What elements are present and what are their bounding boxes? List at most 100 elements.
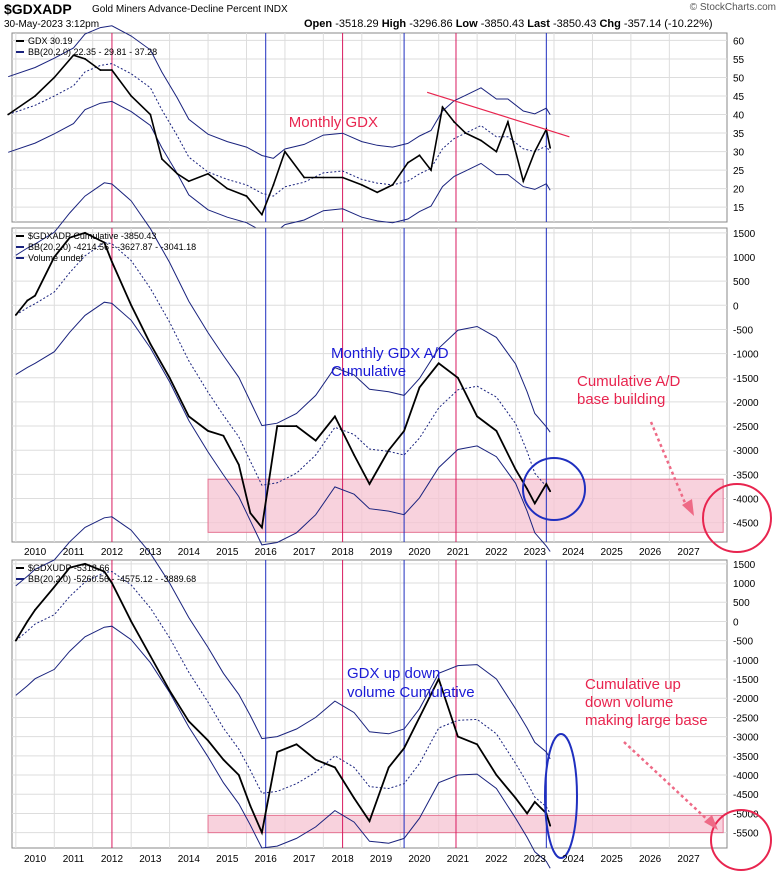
- base-zone: [207, 814, 724, 834]
- y-tick-label: -1500: [733, 374, 759, 385]
- x-tick-label: 2010: [24, 547, 47, 558]
- data-point: [222, 758, 225, 761]
- x-tick-label: 2017: [293, 854, 316, 865]
- data-point: [187, 415, 190, 418]
- data-point: [514, 797, 517, 799]
- data-point: [457, 376, 459, 379]
- y-tick-label: 500: [733, 277, 750, 288]
- quote-bar: Open -3518.29 High -3296.86 Low -3850.43…: [304, 18, 713, 30]
- x-tick-label: 2022: [485, 547, 508, 558]
- data-point: [430, 169, 432, 172]
- data-point: [130, 304, 133, 307]
- data-point: [276, 425, 279, 427]
- x-tick-label: 2027: [677, 854, 700, 865]
- data-point: [111, 69, 113, 71]
- data-point: [149, 343, 152, 345]
- high-value: -3296.86: [409, 18, 453, 30]
- dotted-arrow-volume: [623, 741, 713, 825]
- data-point: [549, 146, 552, 149]
- data-point: [237, 774, 240, 776]
- y-tick-label: -4500: [733, 519, 759, 530]
- data-point: [387, 449, 390, 452]
- x-tick-label: 2014: [178, 854, 201, 865]
- data-point: [418, 716, 421, 719]
- data-point: [533, 502, 536, 505]
- data-point: [168, 689, 171, 692]
- open-label: Open: [304, 18, 333, 30]
- x-tick-label: 2016: [255, 547, 278, 558]
- y-tick-label: 55: [733, 55, 745, 66]
- legend-entry: BB(20,2.0) -4214.56 - -3627.87 - -3041.1…: [28, 242, 196, 252]
- x-tick-label: 2013: [139, 854, 162, 865]
- data-point: [103, 241, 106, 244]
- data-point: [506, 121, 509, 123]
- callout-volume-line2: down volume: [585, 694, 673, 711]
- x-tick-label: 2015: [216, 547, 239, 558]
- last-label: Last: [527, 18, 550, 30]
- x-tick-label: 2026: [639, 854, 662, 865]
- y-tick-label: -1500: [733, 675, 759, 686]
- data-point: [437, 678, 440, 680]
- y-tick-label: -3000: [733, 733, 759, 744]
- data-point: [295, 743, 298, 746]
- data-point: [480, 139, 482, 142]
- y-tick-label: -2500: [733, 713, 759, 724]
- data-point: [34, 95, 36, 97]
- x-tick-label: 2016: [255, 854, 278, 865]
- data-point: [314, 758, 317, 761]
- base-zone: [207, 478, 724, 533]
- bb-upper-band: [15, 516, 551, 760]
- legend-entry: BB(20,2.0) -5260.56 - -4575.12 - -3889.6…: [28, 574, 196, 584]
- low-label: Low: [455, 18, 478, 30]
- chg-label: Chg: [599, 18, 621, 30]
- bb-upper-band: [8, 25, 551, 159]
- data-point: [222, 434, 225, 437]
- data-point: [260, 831, 263, 834]
- chg-value: -357.14 (-10.22%): [623, 18, 713, 30]
- legend-entry: BB(20,2.0) 22.35 - 29.81 - 37.28: [28, 47, 157, 57]
- y-tick-label: -5000: [733, 809, 759, 820]
- data-point: [360, 184, 363, 186]
- data-point: [168, 376, 171, 379]
- data-point: [272, 184, 275, 186]
- x-tick-label: 2022: [485, 854, 508, 865]
- data-point: [99, 69, 102, 71]
- callout-ad-line1: Cumulative A/D: [577, 373, 681, 390]
- data-point: [226, 187, 229, 190]
- y-tick-label: -2500: [733, 422, 759, 433]
- data-point: [260, 213, 263, 216]
- data-point: [53, 585, 56, 588]
- data-point: [111, 582, 113, 584]
- annotation-volume-line2: volume Cumulative: [347, 684, 475, 701]
- y-tick-label: -4000: [733, 495, 759, 506]
- x-tick-label: 2011: [63, 547, 85, 558]
- data-point: [260, 526, 263, 529]
- x-tick-label: 2014: [178, 547, 201, 558]
- legend-entry: $GDXADP Cumulative -3850.43: [28, 231, 156, 241]
- callout-volume-line1: Cumulative up: [585, 676, 681, 693]
- data-point: [276, 751, 279, 753]
- data-point: [545, 483, 548, 485]
- y-tick-label: -4500: [733, 790, 759, 801]
- y-tick-label: -500: [733, 325, 753, 336]
- annotation-monthly-gdx: Monthly GDX: [289, 114, 378, 131]
- high-label: High: [381, 18, 407, 30]
- chart-date: 30-May-2023 3:12pm: [4, 19, 100, 30]
- x-tick-label: 2021: [447, 854, 470, 865]
- data-point: [14, 314, 17, 316]
- x-tick-label: 2010: [24, 854, 47, 865]
- legend-entry: Volume undef: [28, 253, 84, 263]
- bb-middle-band: [15, 241, 551, 493]
- data-point: [249, 804, 252, 807]
- x-tick-label: 2025: [601, 854, 624, 865]
- data-point: [464, 132, 467, 134]
- y-tick-label: 1500: [733, 560, 756, 571]
- data-point: [403, 747, 405, 750]
- x-tick-label: 2020: [408, 854, 431, 865]
- data-point: [207, 429, 209, 432]
- open-value: -3518.29: [335, 18, 379, 30]
- data-point: [295, 425, 298, 427]
- y-tick-label: 30: [733, 148, 745, 159]
- x-tick-label: 2023: [524, 854, 547, 865]
- y-tick-label: 0: [733, 301, 739, 312]
